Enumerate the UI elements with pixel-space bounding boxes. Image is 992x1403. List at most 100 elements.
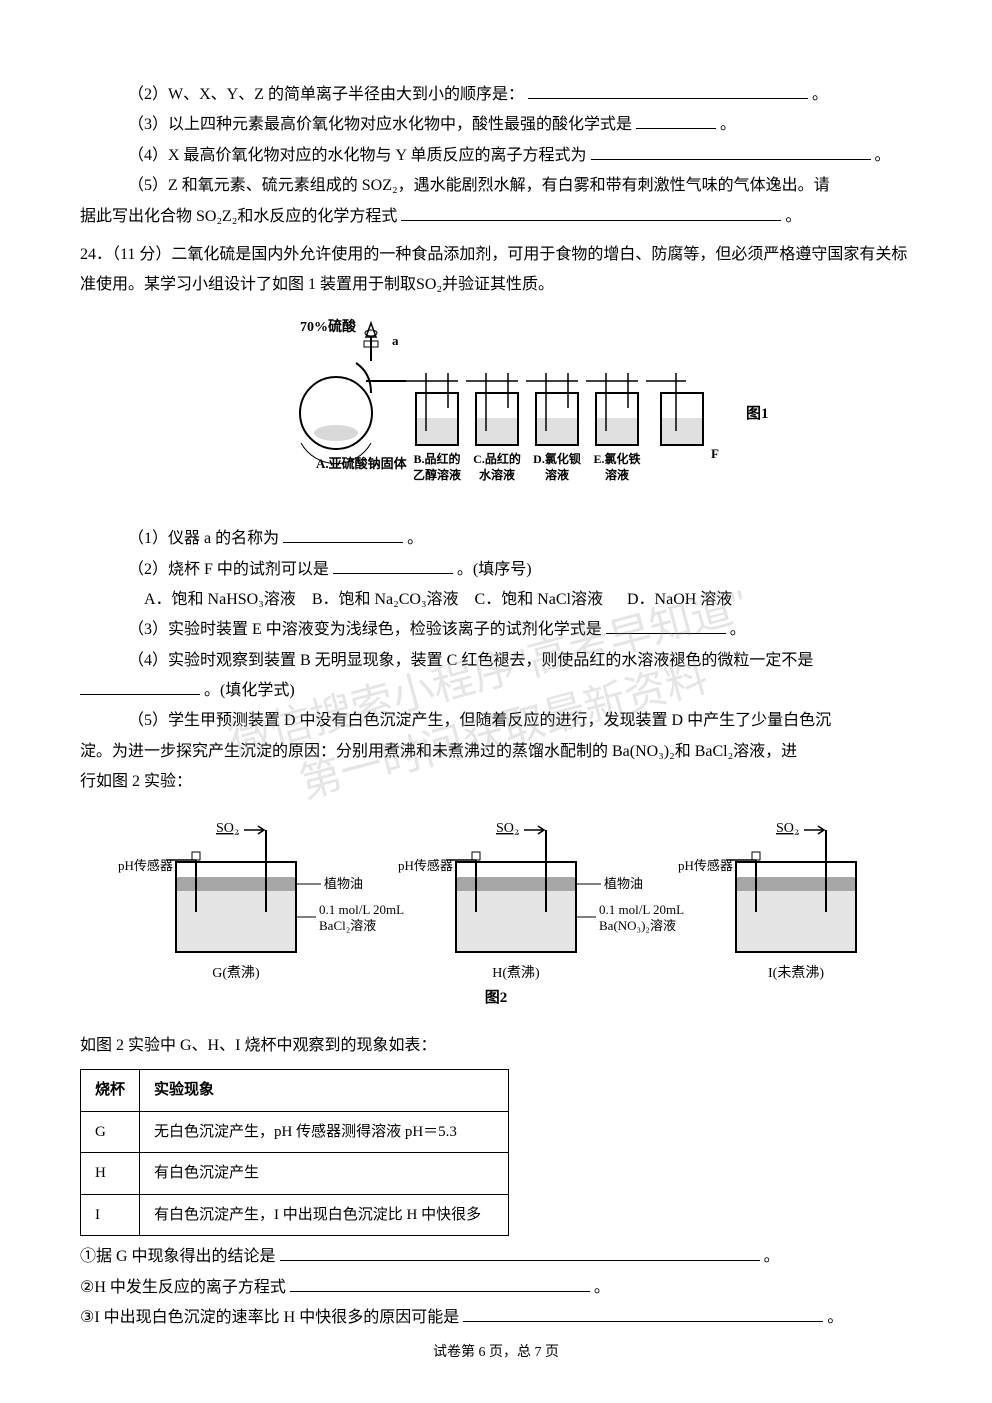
bottle-C bbox=[466, 373, 518, 445]
c-bot: 水溶液 bbox=[479, 467, 515, 482]
figure-2: SO₂ pH传感器 植物油 0.1 mol/L 20mL BaCl₂溶液 G(煮… bbox=[80, 812, 912, 1023]
subq-H: ②H 中发生反应的离子方程式 。 bbox=[80, 1273, 912, 1303]
bottle-D bbox=[526, 373, 578, 445]
q24-p1-text: （1）仪器 a 的名称为 bbox=[128, 530, 279, 547]
q23-part4: （4）X 最高价氧化物对应的水化物与 Y 单质反应的离子方程式为 。 bbox=[80, 141, 912, 171]
oil: 植物油 bbox=[324, 876, 363, 891]
blank bbox=[636, 112, 716, 129]
opt-A: A．饱和 NaHSO₃溶液 bbox=[144, 591, 296, 608]
e-bot: 溶液 bbox=[605, 467, 629, 482]
bottle-E bbox=[586, 373, 638, 445]
acid-label: 70%硫酸 bbox=[300, 318, 357, 335]
q24-p3-text: （3）实验时装置 E 中溶液变为浅绿色，检验该离子的试剂化学式是 bbox=[128, 621, 602, 638]
cell-I-obs: 有白色沉淀产生，I 中出现白色沉淀比 H 中快很多 bbox=[140, 1194, 509, 1236]
blank bbox=[80, 678, 200, 695]
e-top: E.氯化铁 bbox=[593, 451, 640, 466]
beaker-I: SO₂ pH传感器 I(未煮沸) bbox=[678, 821, 856, 981]
tail: 。(填序号) bbox=[457, 561, 532, 578]
bottle-B bbox=[406, 373, 458, 445]
d-top: D.氯化钡 bbox=[533, 451, 581, 466]
q23-p3-text: （3）以上四种元素最高价氧化物对应水化物中，酸性最强的酸化学式是 bbox=[128, 116, 632, 133]
q23-p5a: （5）Z 和氧元素、硫元素组成的 SOZ₂，遇水能剧烈水解，有白雾和带有刺激性气… bbox=[128, 177, 830, 194]
period: 。 bbox=[764, 1248, 780, 1265]
ph: pH传感器 bbox=[118, 858, 173, 873]
q23-p2-text: （2）W、X、Y、Z 的简单离子半径由大到小的顺序是： bbox=[128, 86, 524, 103]
cell-I: I bbox=[81, 1194, 140, 1236]
q23-p4-text: （4）X 最高价氧化物对应的水化物与 Y 单质反应的离子方程式为 bbox=[128, 147, 587, 164]
period: 。 bbox=[875, 147, 891, 164]
q24-options: A．饱和 NaHSO₃溶液 B．饱和 Na₂CO₃溶液 C．饱和 NaCl溶液 … bbox=[80, 585, 912, 615]
qi-text: ③I 中出现白色沉淀的速率比 H 中快很多的原因可能是 bbox=[80, 1309, 459, 1326]
b-top: B.品红的 bbox=[413, 451, 460, 466]
h-sol: 0.1 mol/L 20mL bbox=[599, 902, 684, 917]
blank bbox=[333, 557, 453, 574]
cell-G: G bbox=[81, 1111, 140, 1153]
cell-H: H bbox=[81, 1153, 140, 1195]
th-beaker: 烧杯 bbox=[81, 1070, 140, 1112]
qg-text: ①据 G 中现象得出的结论是 bbox=[80, 1248, 276, 1265]
blank bbox=[606, 617, 726, 634]
period: 。 bbox=[827, 1309, 843, 1326]
q24-p5: （5）学生甲预测装置 D 中没有白色沉淀产生，但随着反应的进行，发现装置 D 中… bbox=[80, 706, 912, 797]
opt-D: D．NaOH 溶液 bbox=[627, 591, 732, 608]
opt-B: B．饱和 Na₂CO₃溶液 bbox=[312, 591, 459, 608]
g-name: BaCl₂溶液 bbox=[319, 918, 376, 933]
blank bbox=[283, 526, 403, 543]
ph: pH传感器 bbox=[678, 858, 733, 873]
q24-p2-text: （2）烧杯 F 中的试剂可以是 bbox=[128, 561, 329, 578]
so2: SO₂ bbox=[496, 821, 519, 836]
i-tag: I(未煮沸) bbox=[768, 965, 824, 981]
q23-part2: （2）W、X、Y、Z 的简单离子半径由大到小的顺序是： 。 bbox=[80, 80, 912, 110]
h-name: Ba(NO₃)₂溶液 bbox=[599, 918, 676, 933]
table-intro: 如图 2 实验中 G、H、I 烧杯中观察到的现象如表： bbox=[80, 1031, 912, 1061]
q24-p4a: （4）实验时观察到装置 B 无明显现象，装置 C 红色褪去，则使品红的水溶液褪色… bbox=[128, 652, 813, 669]
blank bbox=[401, 204, 781, 221]
blank bbox=[528, 82, 808, 99]
q24-p5a: （5）学生甲预测装置 D 中没有白色沉淀产生，但随着反应的进行，发现装置 D 中… bbox=[128, 712, 831, 729]
ph: pH传感器 bbox=[398, 858, 453, 873]
q23-part3: （3）以上四种元素最高价氧化物对应水化物中，酸性最强的酸化学式是 。 bbox=[80, 110, 912, 140]
exam-page: （2）W、X、Y、Z 的简单离子半径由大到小的顺序是： 。 （3）以上四种元素最… bbox=[0, 0, 992, 1403]
q24-p5b: 淀。为进一步探究产生沉淀的原因：分别用煮沸和未煮沸过的蒸馏水配制的 Ba(NO₃… bbox=[80, 743, 797, 760]
qh-text: ②H 中发生反应的离子方程式 bbox=[80, 1279, 286, 1296]
q23-part5: （5）Z 和氧元素、硫元素组成的 SOZ₂，遇水能剧烈水解，有白雾和带有刺激性气… bbox=[80, 171, 912, 232]
period: 。 bbox=[812, 86, 828, 103]
cell-G-obs: 无白色沉淀产生，pH 传感器测得溶液 pH＝5.3 bbox=[140, 1111, 509, 1153]
q24-p3: （3）实验时装置 E 中溶液变为浅绿色，检验该离子的试剂化学式是 。 bbox=[80, 615, 912, 645]
blank bbox=[591, 143, 871, 160]
h-tag: H(煮沸) bbox=[492, 965, 540, 981]
so2: SO₂ bbox=[776, 821, 799, 836]
observation-table: 烧杯 实验现象 G 无白色沉淀产生，pH 传感器测得溶液 pH＝5.3 H 有白… bbox=[80, 1069, 912, 1236]
q24-header: 24．（11 分）二氧化硫是国内外允许使用的一种食品添加剂，可用于食物的增白、防… bbox=[80, 240, 912, 301]
subq-I: ③I 中出现白色沉淀的速率比 H 中快很多的原因可能是 。 bbox=[80, 1303, 912, 1333]
q24-p4: （4）实验时观察到装置 B 无明显现象，装置 C 红色褪去，则使品红的水溶液褪色… bbox=[80, 646, 912, 707]
period: 。 bbox=[407, 530, 423, 547]
flask-label: A.亚硫酸钠固体 bbox=[316, 456, 408, 471]
period: 。 bbox=[730, 621, 746, 638]
period: 。 bbox=[720, 116, 736, 133]
g-tag: G(煮沸) bbox=[212, 965, 260, 981]
blank bbox=[280, 1244, 760, 1261]
figure-1: 70%硫酸 a A.亚硫酸钠固体 bbox=[80, 313, 912, 514]
fig1-svg: 70%硫酸 a A.亚硫酸钠固体 bbox=[216, 313, 776, 503]
q24-p1: （1）仪器 a 的名称为 。 bbox=[80, 524, 912, 554]
tail: 。(填化学式) bbox=[204, 682, 295, 699]
c-top: C.品红的 bbox=[473, 451, 521, 466]
fig2-svg: SO₂ pH传感器 植物油 0.1 mol/L 20mL BaCl₂溶液 G(煮… bbox=[116, 812, 876, 1012]
fig1-caption: 图1 bbox=[746, 405, 769, 422]
period: 。 bbox=[594, 1279, 610, 1296]
q24-header-text: 24．（11 分）二氧化硫是国内外允许使用的一种食品添加剂，可用于食物的增白、防… bbox=[80, 246, 907, 293]
oil: 植物油 bbox=[604, 876, 643, 891]
cell-H-obs: 有白色沉淀产生 bbox=[140, 1153, 509, 1195]
subq-G: ①据 G 中现象得出的结论是 。 bbox=[80, 1242, 912, 1272]
b-bot: 乙醇溶液 bbox=[413, 467, 461, 482]
blank bbox=[463, 1305, 823, 1322]
a-label: a bbox=[392, 333, 399, 348]
fig2-caption: 图2 bbox=[485, 989, 508, 1006]
f-label: F bbox=[711, 446, 719, 461]
opt-C: C．饱和 NaCl溶液 bbox=[475, 591, 603, 608]
beaker-H: SO₂ pH传感器 植物油 0.1 mol/L 20mL Ba(NO₃)₂溶液 … bbox=[398, 821, 684, 981]
th-obs: 实验现象 bbox=[140, 1070, 509, 1112]
g-sol: 0.1 mol/L 20mL bbox=[319, 902, 404, 917]
page-footer: 试卷第 6 页，总 7 页 bbox=[0, 1340, 992, 1367]
